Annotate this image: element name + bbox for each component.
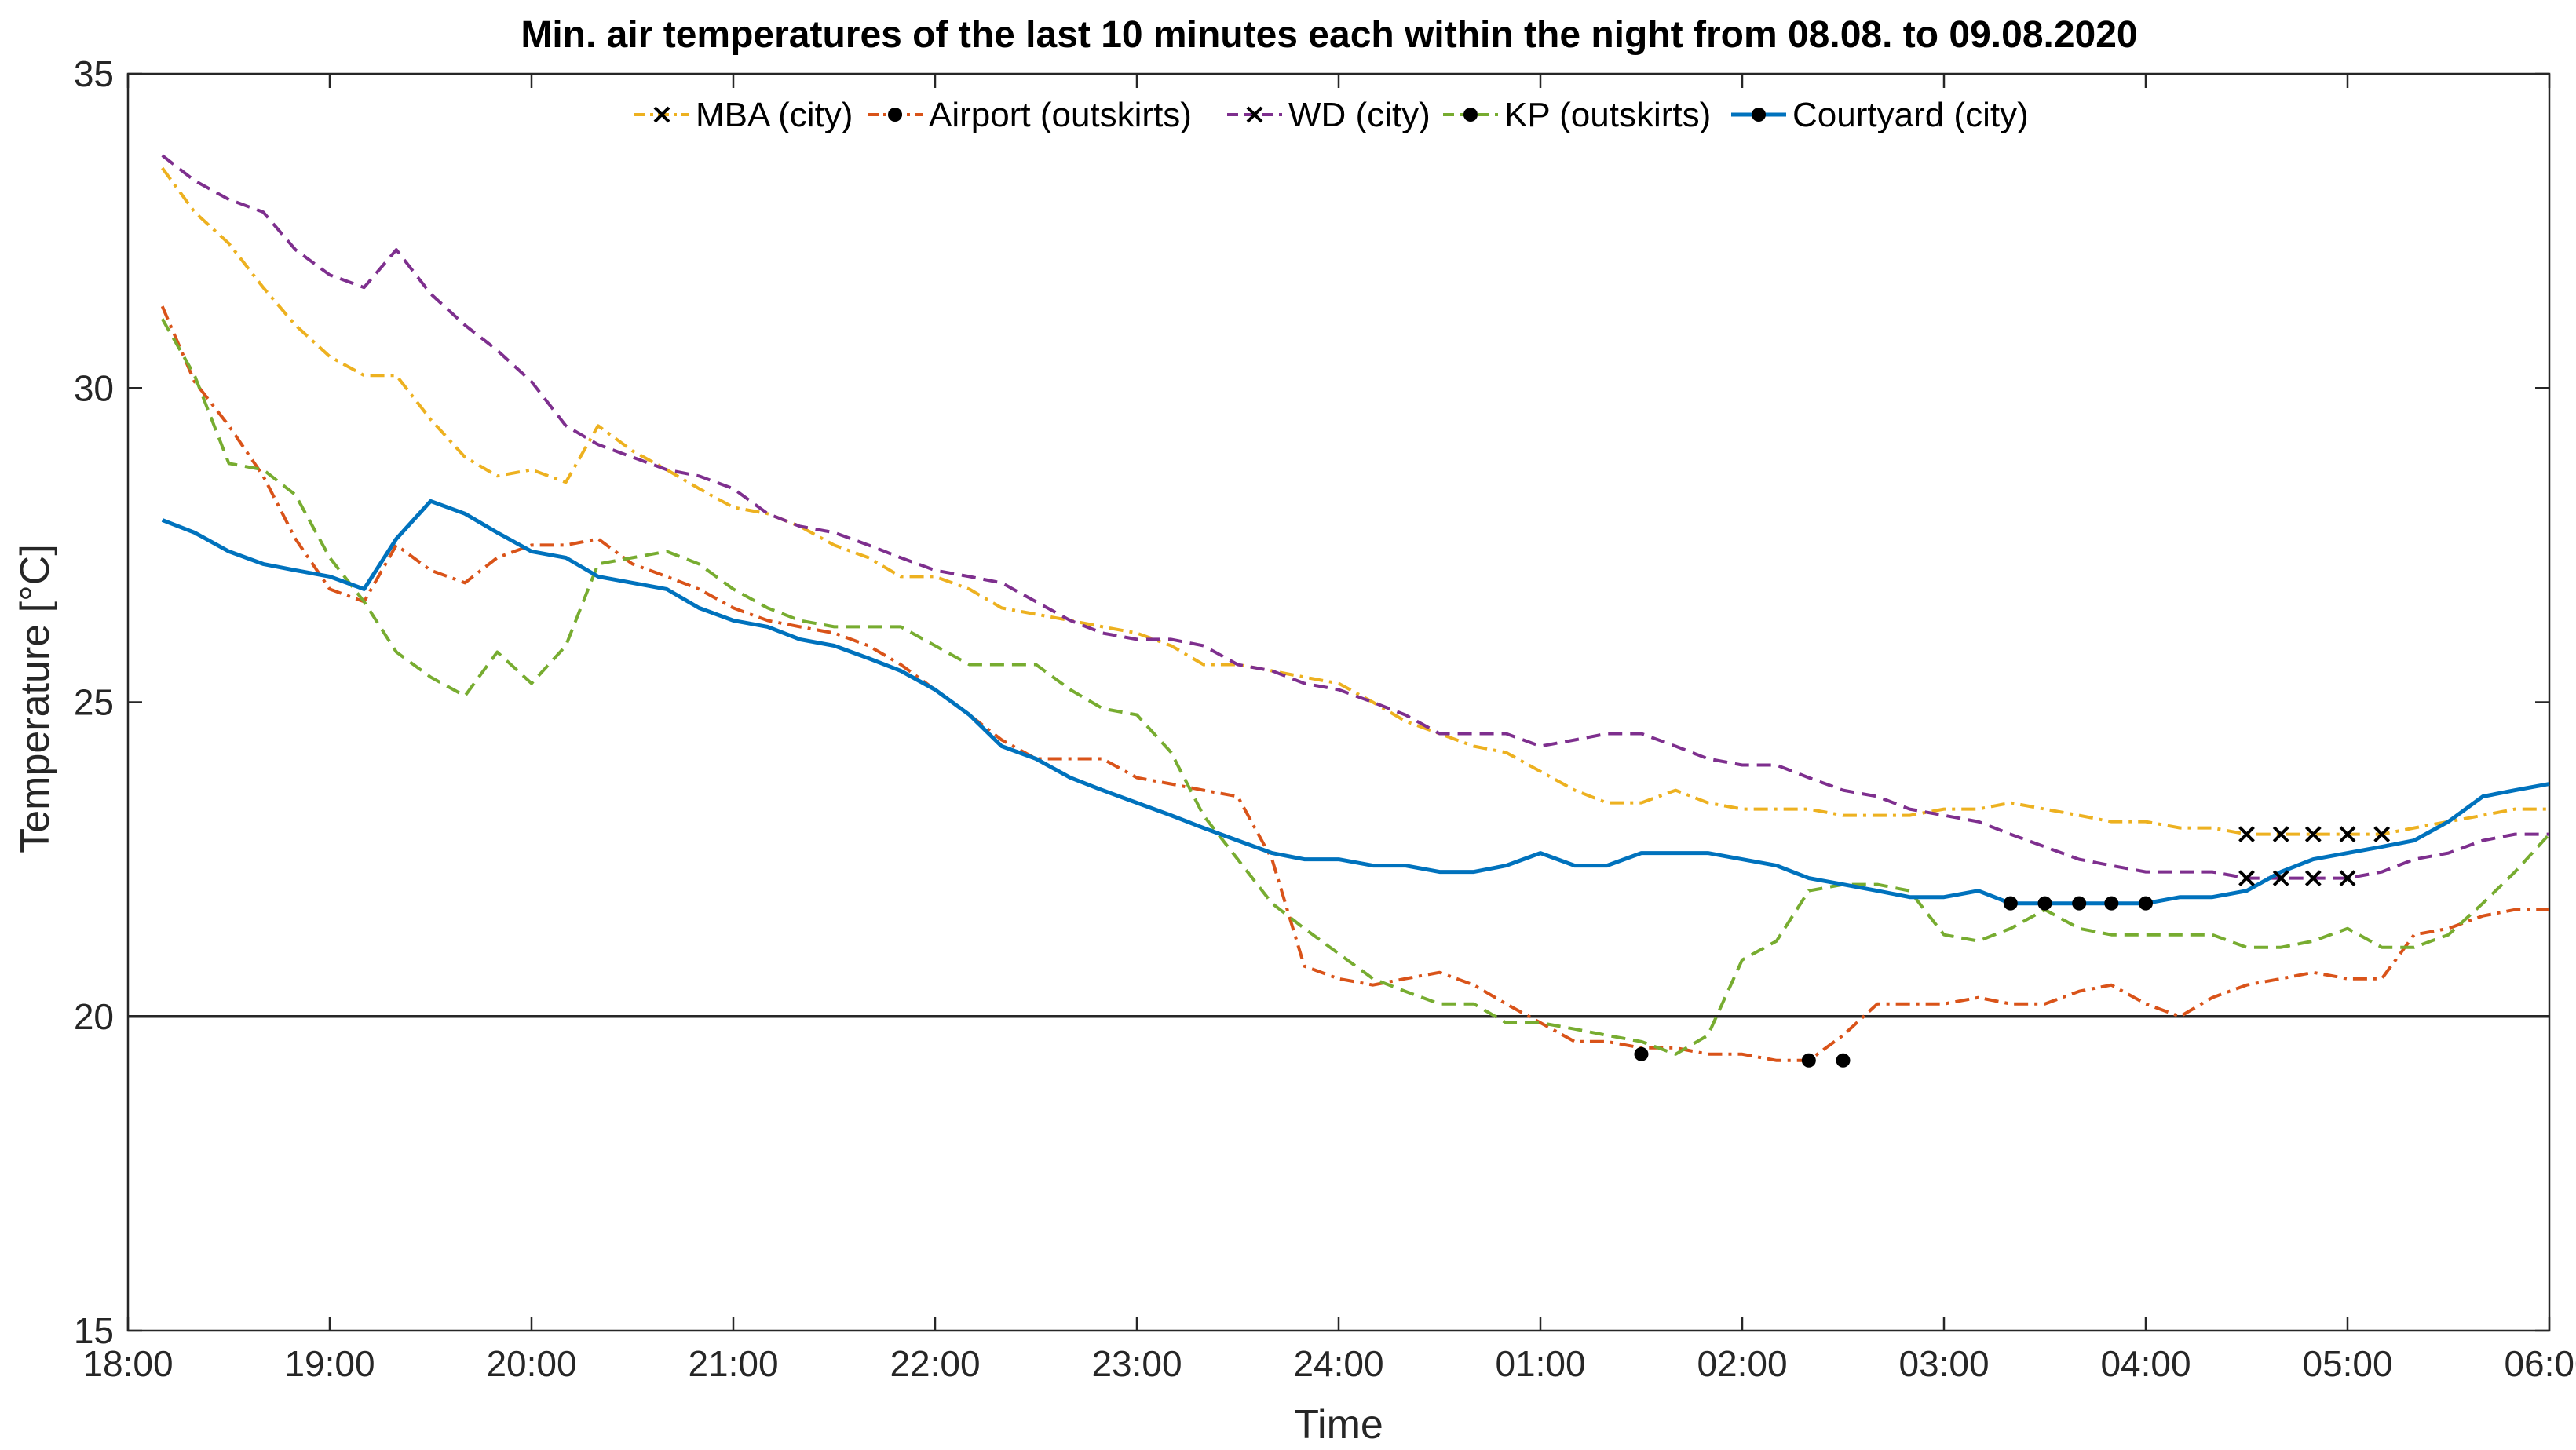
legend-label-2: WD (city) xyxy=(1288,96,1431,134)
series-marker-2 xyxy=(2272,870,2289,887)
series-marker-2 xyxy=(2238,870,2255,887)
x-tick-label: 22:00 xyxy=(890,1343,980,1384)
y-tick-label: 20 xyxy=(74,996,114,1037)
legend-label-3: KP (outskirts) xyxy=(1504,96,1711,134)
chart-title: Min. air temperatures of the last 10 min… xyxy=(521,14,2137,56)
x-tick-label: 20:00 xyxy=(486,1343,576,1384)
x-tick-label: 21:00 xyxy=(688,1343,778,1384)
series-line-3 xyxy=(160,318,2551,1056)
y-axis-ticks: 15 20 25 30 35 xyxy=(74,53,2549,1351)
series-line-0 xyxy=(161,166,2549,836)
x-tick-label: 01:00 xyxy=(1495,1343,1585,1384)
series-marker-4 xyxy=(2072,896,2087,911)
x-axis-ticks: 18:00 19:00 20:00 21:00 22:00 23:00 24:00 01:00… xyxy=(82,74,2576,1384)
x-tick-label: 04:00 xyxy=(2100,1343,2191,1384)
series-marker-4 xyxy=(2139,896,2153,911)
x-tick-label: 03:00 xyxy=(1898,1343,1989,1384)
legend-label-0: MBA (city) xyxy=(696,96,853,134)
y-axis-label: Temperature [°C] xyxy=(13,544,58,853)
series-marker-1 xyxy=(1836,1053,1851,1068)
series-marker-0 xyxy=(2339,826,2356,843)
x-tick-label: 05:00 xyxy=(2302,1343,2392,1384)
axes-box xyxy=(126,72,2551,1332)
legend-label-1: Airport (outskirts) xyxy=(929,96,1192,134)
marker-layer xyxy=(1634,826,2391,1068)
series-line-2 xyxy=(161,154,2549,880)
legend-marker-4 xyxy=(1752,108,1766,122)
series-marker-0 xyxy=(2304,826,2322,843)
series-marker-2 xyxy=(2304,870,2322,887)
series-marker-4 xyxy=(2003,896,2018,911)
y-tick-label: 15 xyxy=(74,1310,114,1351)
series-marker-0 xyxy=(2272,826,2289,843)
legend-marker-3 xyxy=(1463,108,1478,122)
x-tick-label: 06:00 xyxy=(2504,1343,2576,1384)
x-tick-label: 18:00 xyxy=(82,1343,173,1384)
series-marker-4 xyxy=(2104,896,2119,911)
series-marker-1 xyxy=(1801,1053,1816,1068)
x-tick-label: 02:00 xyxy=(1697,1343,1787,1384)
series-marker-3 xyxy=(1634,1046,1649,1061)
legend-marker-2 xyxy=(1246,106,1263,123)
x-tick-label: 24:00 xyxy=(1293,1343,1383,1384)
series-marker-0 xyxy=(2373,826,2391,843)
legend-marker-0 xyxy=(653,106,670,123)
legend: MBA (city) Airport (outskirts) WD (city) KP… xyxy=(634,96,2029,134)
y-tick-label: 30 xyxy=(74,367,114,408)
x-tick-label: 23:00 xyxy=(1091,1343,1182,1384)
legend-marker-1 xyxy=(888,108,902,122)
x-axis-label: Time xyxy=(1294,1402,1383,1448)
series-marker-0 xyxy=(2238,826,2255,843)
plot-area xyxy=(126,72,2551,1332)
legend-label-4: Courtyard (city) xyxy=(1792,96,2029,134)
y-tick-label: 25 xyxy=(74,682,114,723)
series-marker-4 xyxy=(2037,896,2052,911)
y-tick-label: 35 xyxy=(74,53,114,94)
series-marker-2 xyxy=(2339,870,2356,887)
x-tick-label: 19:00 xyxy=(284,1343,375,1384)
